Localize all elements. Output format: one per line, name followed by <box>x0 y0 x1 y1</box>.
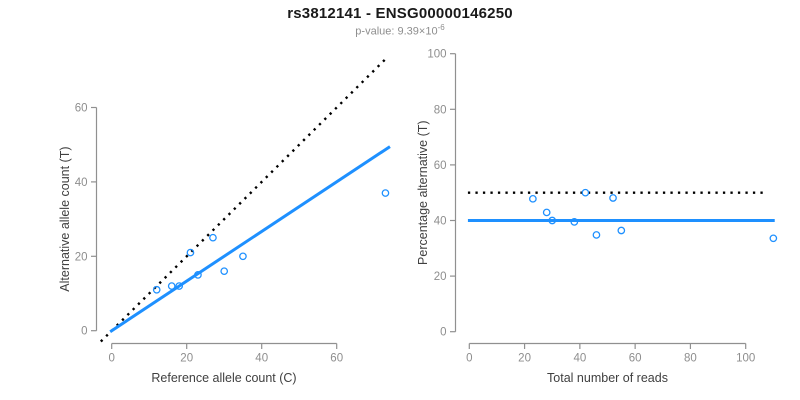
left-y-tick-label: 40 <box>75 177 88 189</box>
right-x-tick-label: 40 <box>573 353 586 365</box>
pvalue-text: p-value: 9.39×10 <box>355 25 438 38</box>
figure-subtitle: p-value: 9.39×10-6 <box>0 23 800 38</box>
right-y-axis-title: Percentage alternative (T) <box>416 120 430 265</box>
right-data-point <box>581 188 590 197</box>
left-data-point <box>152 285 161 294</box>
right-y-tick-label: 100 <box>427 49 446 61</box>
left-data-point <box>186 248 195 257</box>
right-data-point <box>542 208 551 217</box>
right-y-tick-label: 0 <box>440 327 446 339</box>
left-x-tick-label: 20 <box>180 353 193 365</box>
left-y-tick-label: 20 <box>75 251 88 263</box>
right-data-point <box>529 194 537 203</box>
left-y-tick-label: 60 <box>75 103 88 115</box>
right-x-tick-label: 100 <box>736 353 755 365</box>
right-y-tick-label: 80 <box>434 104 447 116</box>
left-data-point <box>220 267 229 276</box>
figure-title: rs3812141 - ENSG00000146250 <box>287 5 513 22</box>
right-x-axis-title: Total number of reads <box>547 371 668 385</box>
right-y-tick-label: 40 <box>434 216 447 228</box>
right-x-tick-label: 0 <box>466 353 472 365</box>
pvalue-exponent: -6 <box>437 23 445 32</box>
right-x-tick-label: 60 <box>629 353 642 365</box>
right-x-tick-label: 20 <box>518 353 531 365</box>
left-x-axis-title: Reference allele count (C) <box>151 371 296 385</box>
left-x-tick-label: 60 <box>330 353 343 365</box>
left-data-point <box>194 271 202 279</box>
right-data-point <box>548 216 557 225</box>
left-data-point <box>381 189 390 197</box>
left-y-axis-title: Alternative allele count (T) <box>58 146 72 291</box>
left-y-tick-label: 0 <box>81 326 87 338</box>
fitted-ratio-line <box>109 145 391 333</box>
right-y-tick-label: 60 <box>434 160 447 172</box>
left-x-tick-label: 40 <box>255 353 268 365</box>
left-x-tick-label: 0 <box>108 353 114 365</box>
right-data-point <box>769 234 778 243</box>
expected-ratio-line <box>99 57 388 343</box>
left-data-point <box>167 282 176 290</box>
left-data-point <box>209 233 217 242</box>
right-x-tick-label: 80 <box>684 353 697 365</box>
right-data-point <box>617 226 626 235</box>
right-y-tick-label: 20 <box>434 271 447 283</box>
left-data-point <box>175 282 184 290</box>
right-data-point <box>609 194 617 202</box>
right-data-point <box>570 218 579 226</box>
left-data-point <box>239 252 247 261</box>
right-data-point <box>592 231 601 239</box>
